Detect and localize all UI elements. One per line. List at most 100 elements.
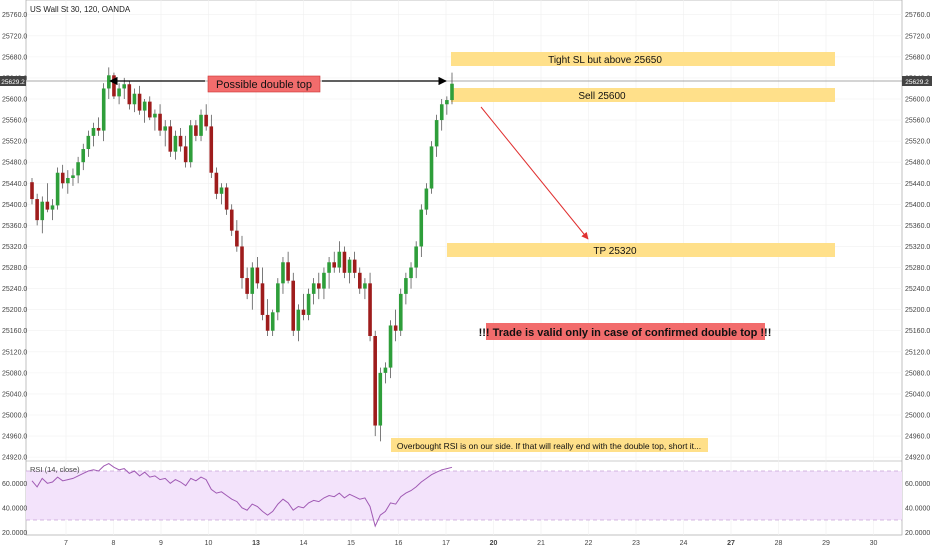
candle-body (168, 126, 173, 152)
y-tick-label: 25200.0 (2, 307, 27, 314)
y-tick-label: 25320.0 (905, 244, 930, 251)
warning-text: !!! Trade is valid only in case of confi… (479, 327, 772, 339)
candle-body (404, 278, 408, 294)
candle-body (358, 272, 362, 289)
candle-body (204, 114, 208, 127)
candle-body (219, 187, 224, 194)
candle-body (419, 209, 424, 247)
candle-body (112, 75, 116, 97)
y-tick-label: 25120.0 (905, 349, 930, 356)
price-tag-right-text: 25629.2 (905, 79, 929, 86)
candle-body (40, 201, 45, 221)
y-tick-label: 25280.0 (2, 265, 27, 272)
y-tick-label: 25360.0 (2, 223, 27, 230)
candle-body (383, 367, 388, 373)
candles (30, 67, 454, 442)
tp-zone (447, 243, 835, 257)
candle-body (81, 149, 86, 163)
y-tick-label: 25760.0 (2, 12, 27, 19)
candle-body (45, 201, 50, 210)
candle-body (158, 113, 162, 131)
candle-body (368, 283, 372, 336)
candle-body (107, 75, 111, 89)
candle-body (188, 125, 193, 163)
candle-body (194, 125, 198, 136)
rsi-label: RSI (14, close) (30, 465, 80, 474)
candle-body (306, 293, 311, 315)
candle-body (398, 293, 403, 331)
chart-title: US Wall St 30, 120, OANDA (30, 5, 131, 14)
x-tick-label: 15 (347, 540, 355, 547)
candle-body (245, 278, 249, 294)
projection-arrow (480, 106, 589, 240)
y-tick-label: 25000.0 (905, 413, 930, 420)
candle-body (148, 101, 152, 118)
x-tick-label: 28 (775, 540, 783, 547)
candle-body (60, 172, 65, 184)
x-tick-label: 7 (64, 540, 68, 547)
candle-body (347, 259, 352, 273)
candle-body (393, 325, 398, 331)
candle-body (173, 135, 178, 152)
y-tick-label: 25160.0 (2, 328, 27, 335)
double-top-label: Possible double top (216, 79, 312, 91)
y-tick-label: 24920.0 (2, 455, 27, 462)
y-tick-label: 25520.0 (2, 139, 27, 146)
y-tick-label: 25560.0 (2, 118, 27, 125)
y-tick-label: 25480.0 (2, 160, 27, 167)
tight-sl-zone (451, 52, 835, 66)
candle-body (352, 259, 357, 273)
warning-box (486, 323, 765, 340)
y-tick-label: 25160.0 (905, 328, 930, 335)
rsi-y-tick-label: 20.0000 (905, 530, 930, 537)
candle-body (414, 246, 418, 268)
candle-body (250, 267, 255, 294)
candle-body (322, 272, 326, 289)
candle-body (86, 135, 91, 150)
candle-body (270, 312, 275, 331)
y-tick-label: 25560.0 (905, 118, 930, 125)
y-tick-label: 25200.0 (905, 307, 930, 314)
x-tick-label: 22 (585, 540, 593, 547)
y-tick-label: 24920.0 (905, 455, 930, 462)
candle-body (276, 283, 280, 313)
candle-body (235, 230, 239, 247)
tight-sl-label: Tight SL but above 25650 (548, 55, 662, 66)
y-tick-label: 25040.0 (905, 391, 930, 398)
y-tick-label: 25760.0 (905, 12, 930, 19)
y-tick-label: 25240.0 (2, 286, 27, 293)
sell-label: Sell 25600 (578, 91, 626, 102)
rsi-y-tick-label: 40.0000 (2, 505, 27, 512)
candle-body (153, 113, 157, 118)
candle-body (342, 251, 347, 273)
candle-body (35, 199, 39, 221)
double-top-box (207, 75, 321, 93)
candle-body (50, 205, 55, 210)
y-tick-label: 25480.0 (905, 160, 930, 167)
x-tick-label: 27 (727, 540, 735, 547)
y-tick-label: 24960.0 (905, 434, 930, 441)
y-tick-label: 25720.0 (905, 33, 930, 40)
candle-body (178, 135, 183, 147)
candle-body (127, 84, 132, 105)
candle-body (117, 88, 121, 97)
x-tick-label: 8 (112, 540, 116, 547)
candle-body (439, 104, 444, 121)
x-tick-label: 30 (870, 540, 878, 547)
rsi-note-box (391, 438, 708, 452)
candle-body (260, 283, 265, 315)
candle-body (337, 251, 342, 268)
candle-body (301, 309, 306, 315)
tp-label: TP 25320 (593, 246, 637, 257)
y-tick-label: 25440.0 (2, 181, 27, 188)
candle-body (286, 262, 290, 281)
candle-body (209, 126, 214, 173)
candle-body (296, 309, 301, 331)
x-tick-label: 10 (205, 540, 213, 547)
axis-labels: 25760.0 25760.0 25720.0 25720.0 25680.0 25680… (2, 12, 930, 547)
x-tick-label: 29 (822, 540, 830, 547)
rsi-line (31, 463, 453, 528)
y-tick-label: 25320.0 (2, 244, 27, 251)
